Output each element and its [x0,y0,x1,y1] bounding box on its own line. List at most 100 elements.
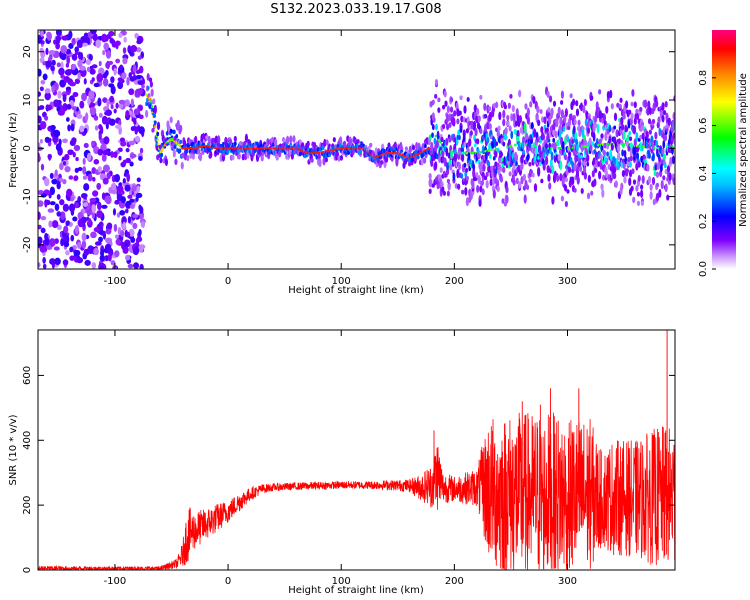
spectrogram-noise-blob [89,106,97,116]
spectrogram-noise-blob [137,55,142,60]
spectrogram-noise-blob [73,201,80,209]
spectrogram-halo [180,161,184,170]
y-tick-label: 0 [22,567,33,573]
spectrogram-halo [593,178,597,187]
spectrogram-halo [667,117,671,126]
spectrogram-noise-blob [92,33,98,42]
spectrogram-halo [594,122,598,129]
spectrogram-halo [598,170,602,180]
spectrogram-halo [420,157,424,166]
spectrogram-halo [477,175,481,185]
spectrogram-halo [461,153,465,162]
spectrogram-noise-blob [137,80,144,86]
spectrogram-halo [515,177,519,185]
spectrogram-ridge-cell [494,168,498,175]
spectrogram-halo [606,91,610,99]
spectrogram-halo [447,183,451,191]
spectrogram-noise-blob [115,102,119,109]
spectrogram-halo [475,115,479,124]
spectrogram-ridge-core [428,147,431,150]
spectrogram-halo [323,138,327,147]
spectrogram-halo [488,111,492,122]
spectrogram-halo [628,177,632,186]
spectrogram-ridge-cell [450,149,453,159]
spectrogram-noise-blob [136,39,142,45]
spectrogram-halo [647,100,651,110]
spectrogram-ridge-cell [462,133,466,144]
spectrogram-halo [393,141,397,149]
spectrogram-halo [636,146,640,153]
spectrogram-halo [445,168,450,176]
spectrogram-ridge-cell [382,148,386,154]
spectrogram-halo [439,167,443,174]
spectrogram-ridge-cell [628,131,632,136]
spectrogram-halo [655,192,660,202]
spectrogram-ridge-core [150,105,154,108]
spectrogram-ridge-cell [650,135,654,142]
spectrogram-halo [567,166,572,174]
spectrogram-ridge-core [653,146,656,150]
spectrogram-halo [476,184,480,193]
snr-y-axis-label: SNR (10 * v/v) [8,414,19,485]
spectrogram-halo [613,112,618,122]
spectrogram-halo [541,133,546,141]
spectrogram-halo [512,162,516,170]
spectrogram-halo [374,147,378,156]
spectrogram-halo [481,188,485,196]
x-tick-label: 100 [332,276,351,287]
spectrogram-halo [533,128,537,138]
spectrogram-halo [432,117,436,123]
spectrogram-ridge-core [488,149,491,152]
spectrogram-noise-blob [119,64,124,71]
spectrogram-halo [651,176,656,186]
spectrogram-noise-blob [134,127,138,135]
spectrogram-noise-blob [70,123,75,132]
y-tick-label: 400 [22,431,33,450]
spectrogram-noise-blob [95,39,101,48]
spectrogram-noise-blob [113,223,118,232]
spectrogram-halo [446,105,450,114]
spectrogram-halo [636,191,641,197]
spectrogram-halo [448,136,452,143]
spectrogram-halo [630,101,634,107]
spectrogram-noise-blob [77,72,81,80]
spectrogram-noise-blob [63,241,70,248]
spectrogram-noise-blob [59,211,66,220]
spectrogram-halo [512,179,516,186]
spectrogram-halo [649,190,653,200]
spectrogram-halo [643,99,648,109]
spectrogram-noise-blob [134,135,140,142]
spectrogram-ridge-cell [671,144,674,155]
spectrogram-halo [664,101,668,108]
spectrogram-halo [566,189,570,194]
x-tick-label: 0 [225,576,231,587]
spectrogram-halo [523,194,527,204]
y-tick-label: 20 [22,45,33,58]
spectrogram-ridge-cell [486,137,490,144]
spectrogram-noise-blob [40,80,46,85]
spectrogram-noise-blob [55,35,62,42]
spectrogram-noise-blob [51,178,58,185]
spectrogram-noise-blob [53,246,60,251]
spectrogram-ridge-cell [515,160,518,167]
spectrogram-ridge-cell [654,164,658,171]
spectrogram-ridge-cell [542,152,546,159]
spectrogram-noise-blob [104,243,112,252]
spectrogram-halo [496,185,500,192]
spectrogram-noise-blob [118,32,123,38]
spectrogram-halo [456,168,460,179]
spectrogram-noise-blob [65,250,70,256]
spectrogram-noise-blob [38,106,42,111]
spectrogram-noise-blob [38,236,43,245]
spectrogram-ridge-cell [574,131,578,140]
spectrogram-noise-blob [121,72,127,80]
spectrogram-noise-blob [62,93,67,103]
spectrogram-halo [657,116,661,124]
spectrogram-halo [146,73,150,81]
spectrogram-noise-blob [69,246,74,253]
spectrogram-halo [479,185,483,193]
spectrogram-ridge-cell [617,160,621,171]
spectrogram-ridge-core [550,146,553,150]
spectrogram-halo [547,173,551,182]
spectrogram-noise-blob [129,161,134,167]
